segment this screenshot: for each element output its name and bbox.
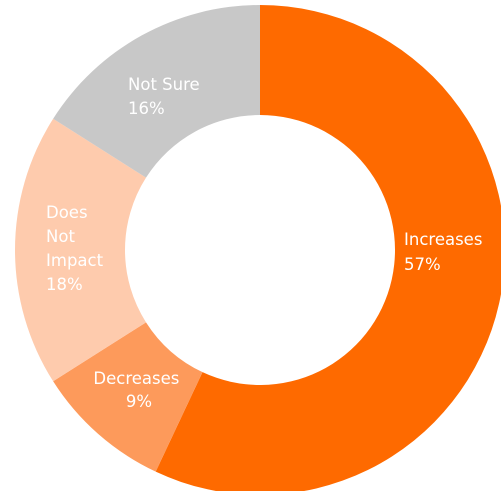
slice-name-increases: Increases <box>404 230 482 249</box>
slice-name-does-not-impact-line3: Impact <box>46 251 104 270</box>
slice-value-increases: 57% <box>404 255 441 274</box>
slice-value-does-not-impact: 18% <box>46 275 83 294</box>
slice-name-does-not-impact-line1: Does <box>46 203 88 222</box>
slice-value-not-sure: 16% <box>128 99 165 118</box>
slice-name-decreases: Decreases <box>93 369 179 388</box>
slice-name-does-not-impact-line2: Not <box>46 227 75 246</box>
slice-value-decreases: 9% <box>126 392 152 411</box>
slice-name-not-sure: Not Sure <box>128 75 200 94</box>
